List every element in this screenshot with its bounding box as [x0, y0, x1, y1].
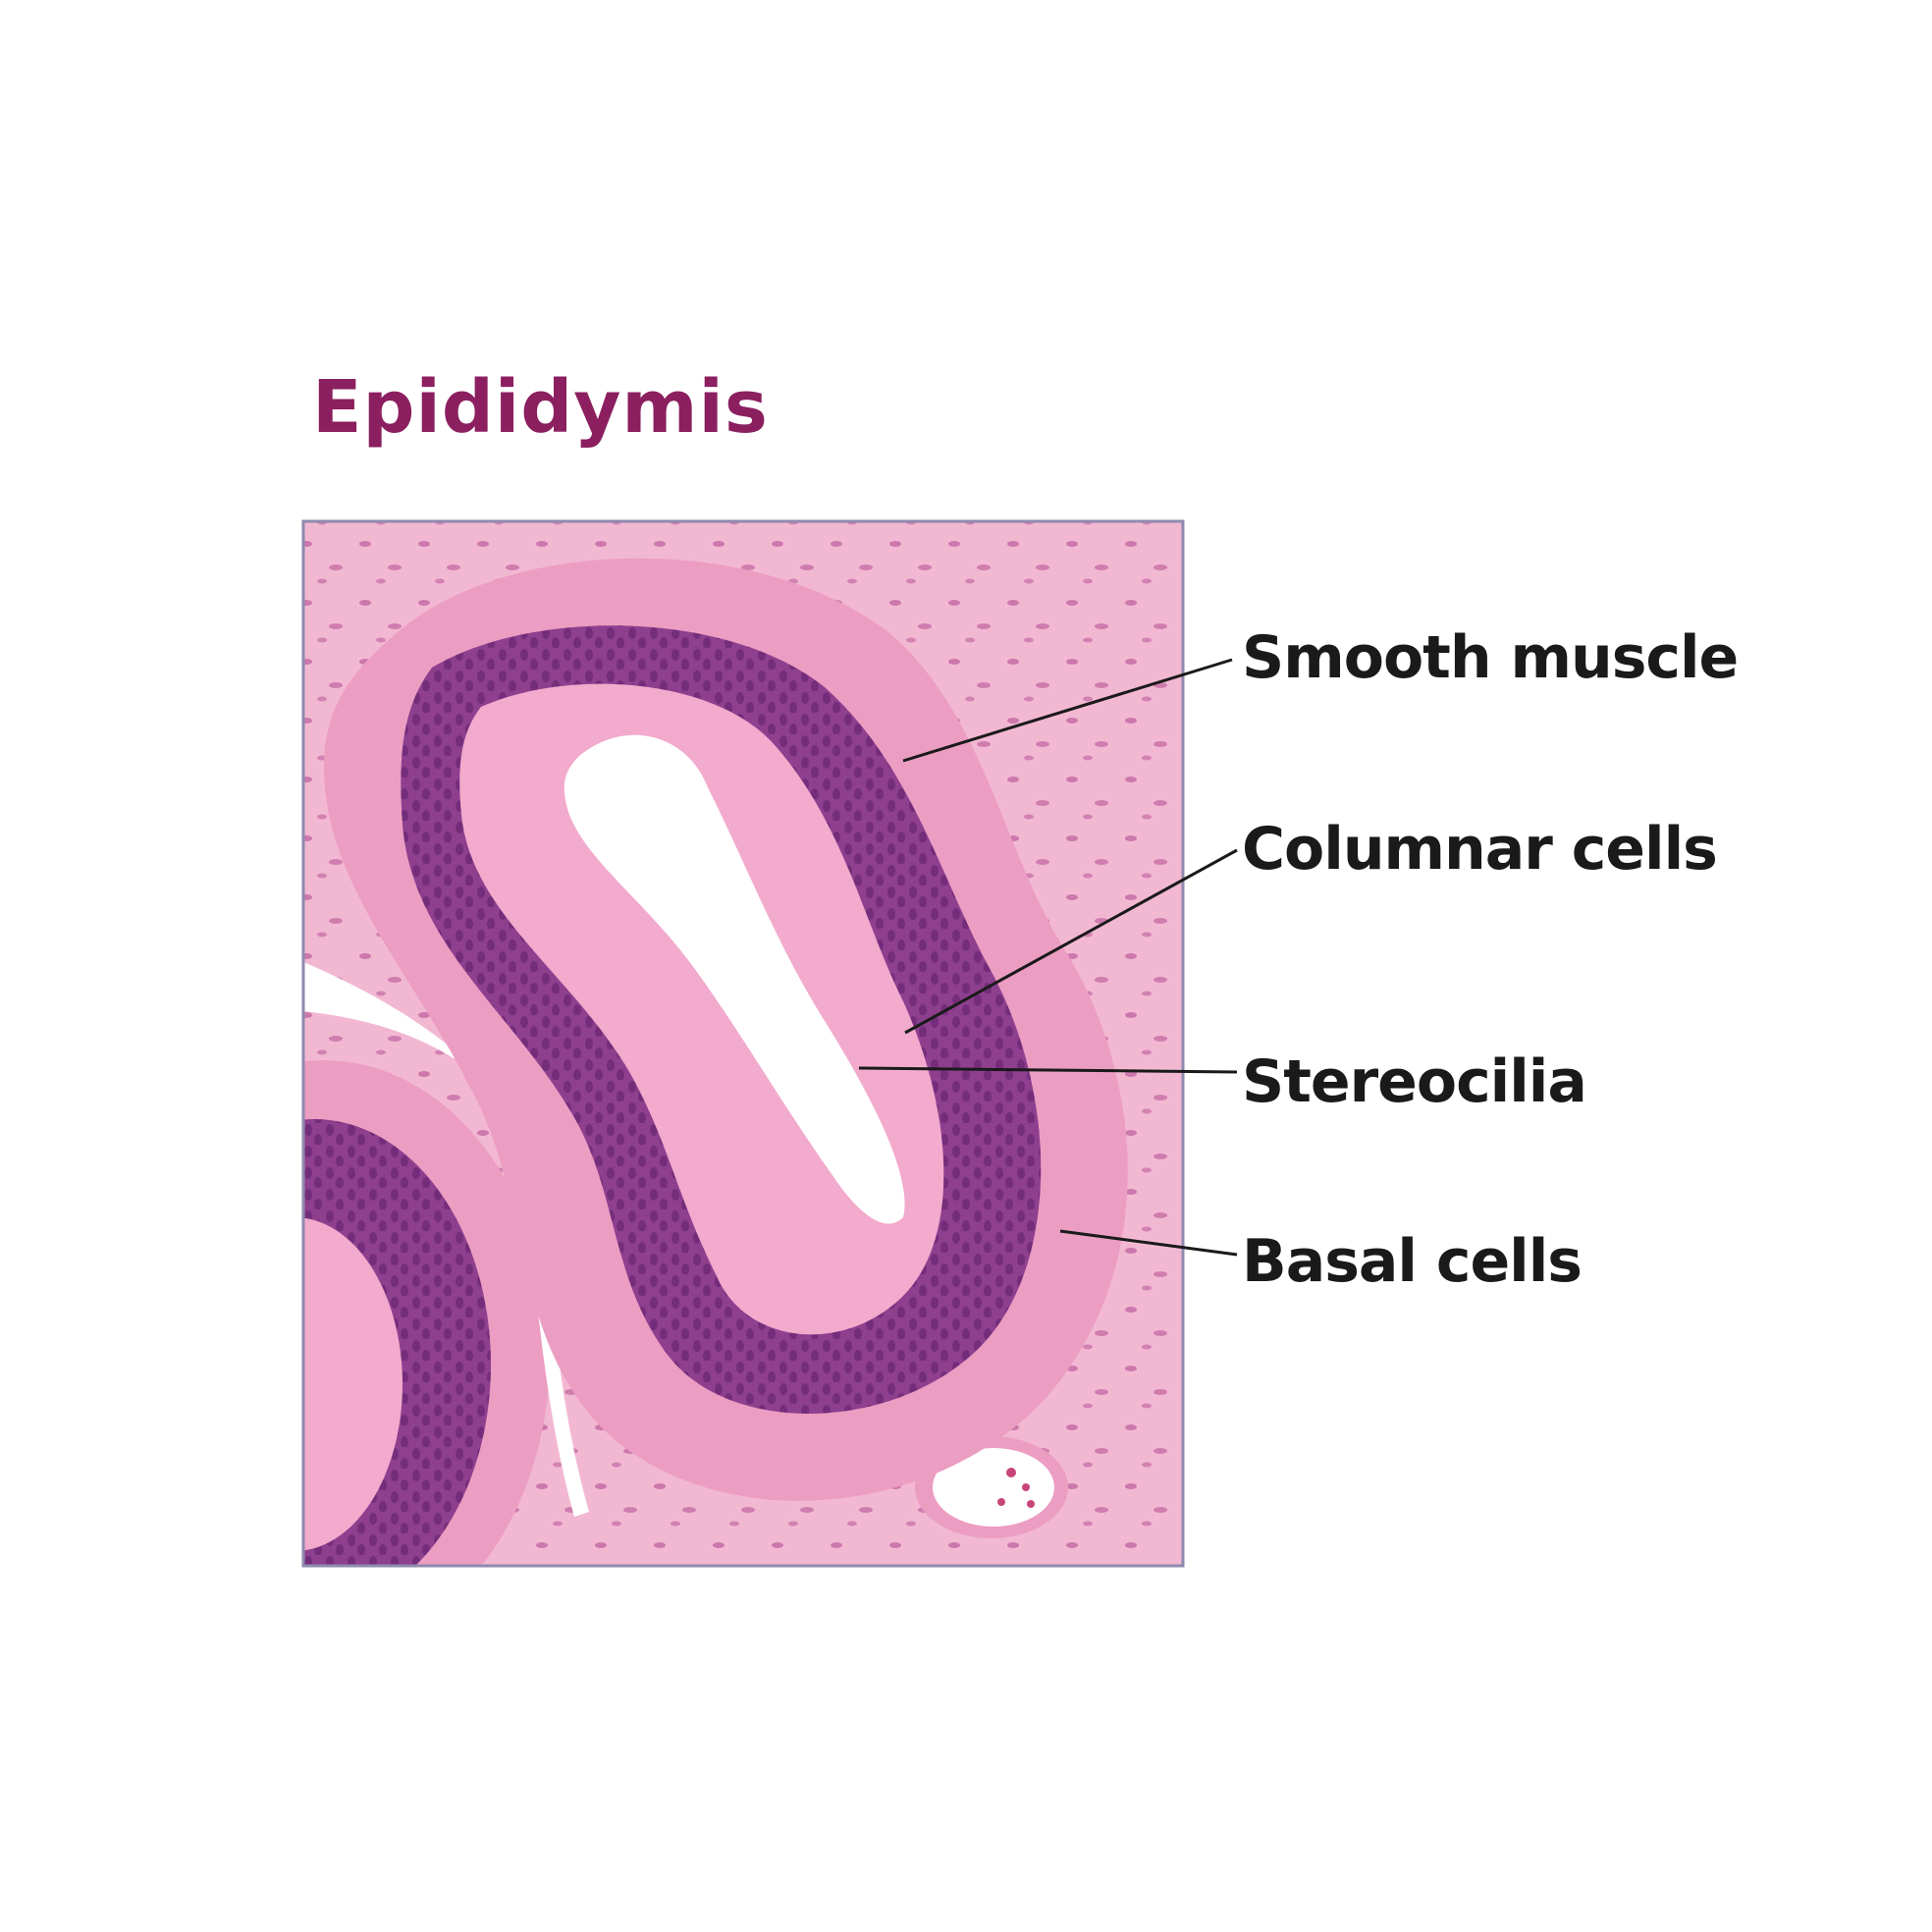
micrograph-frame	[301, 519, 1185, 1568]
leader-lines	[858, 658, 1238, 1257]
leader-line-basal-cells	[1059, 1229, 1238, 1257]
tissue-cleft	[303, 962, 530, 1129]
label-stereocilia: Stereocilia	[1242, 1047, 1587, 1116]
apical-cytoplasm	[459, 683, 944, 1335]
leader-line-columnar-cells	[904, 848, 1238, 1035]
figure-title: Epididymis	[312, 365, 769, 450]
leader-line-smooth-muscle	[902, 658, 1233, 763]
adjacent-tubule	[303, 1060, 550, 1566]
leader-line-stereocilia	[858, 1066, 1238, 1074]
micrograph	[303, 521, 1183, 1566]
label-basal-cells: Basal cells	[1242, 1227, 1583, 1296]
label-smooth-muscle: Smooth muscle	[1242, 623, 1739, 692]
lumen	[564, 734, 905, 1224]
label-columnar-cells: Columnar cells	[1242, 815, 1718, 884]
